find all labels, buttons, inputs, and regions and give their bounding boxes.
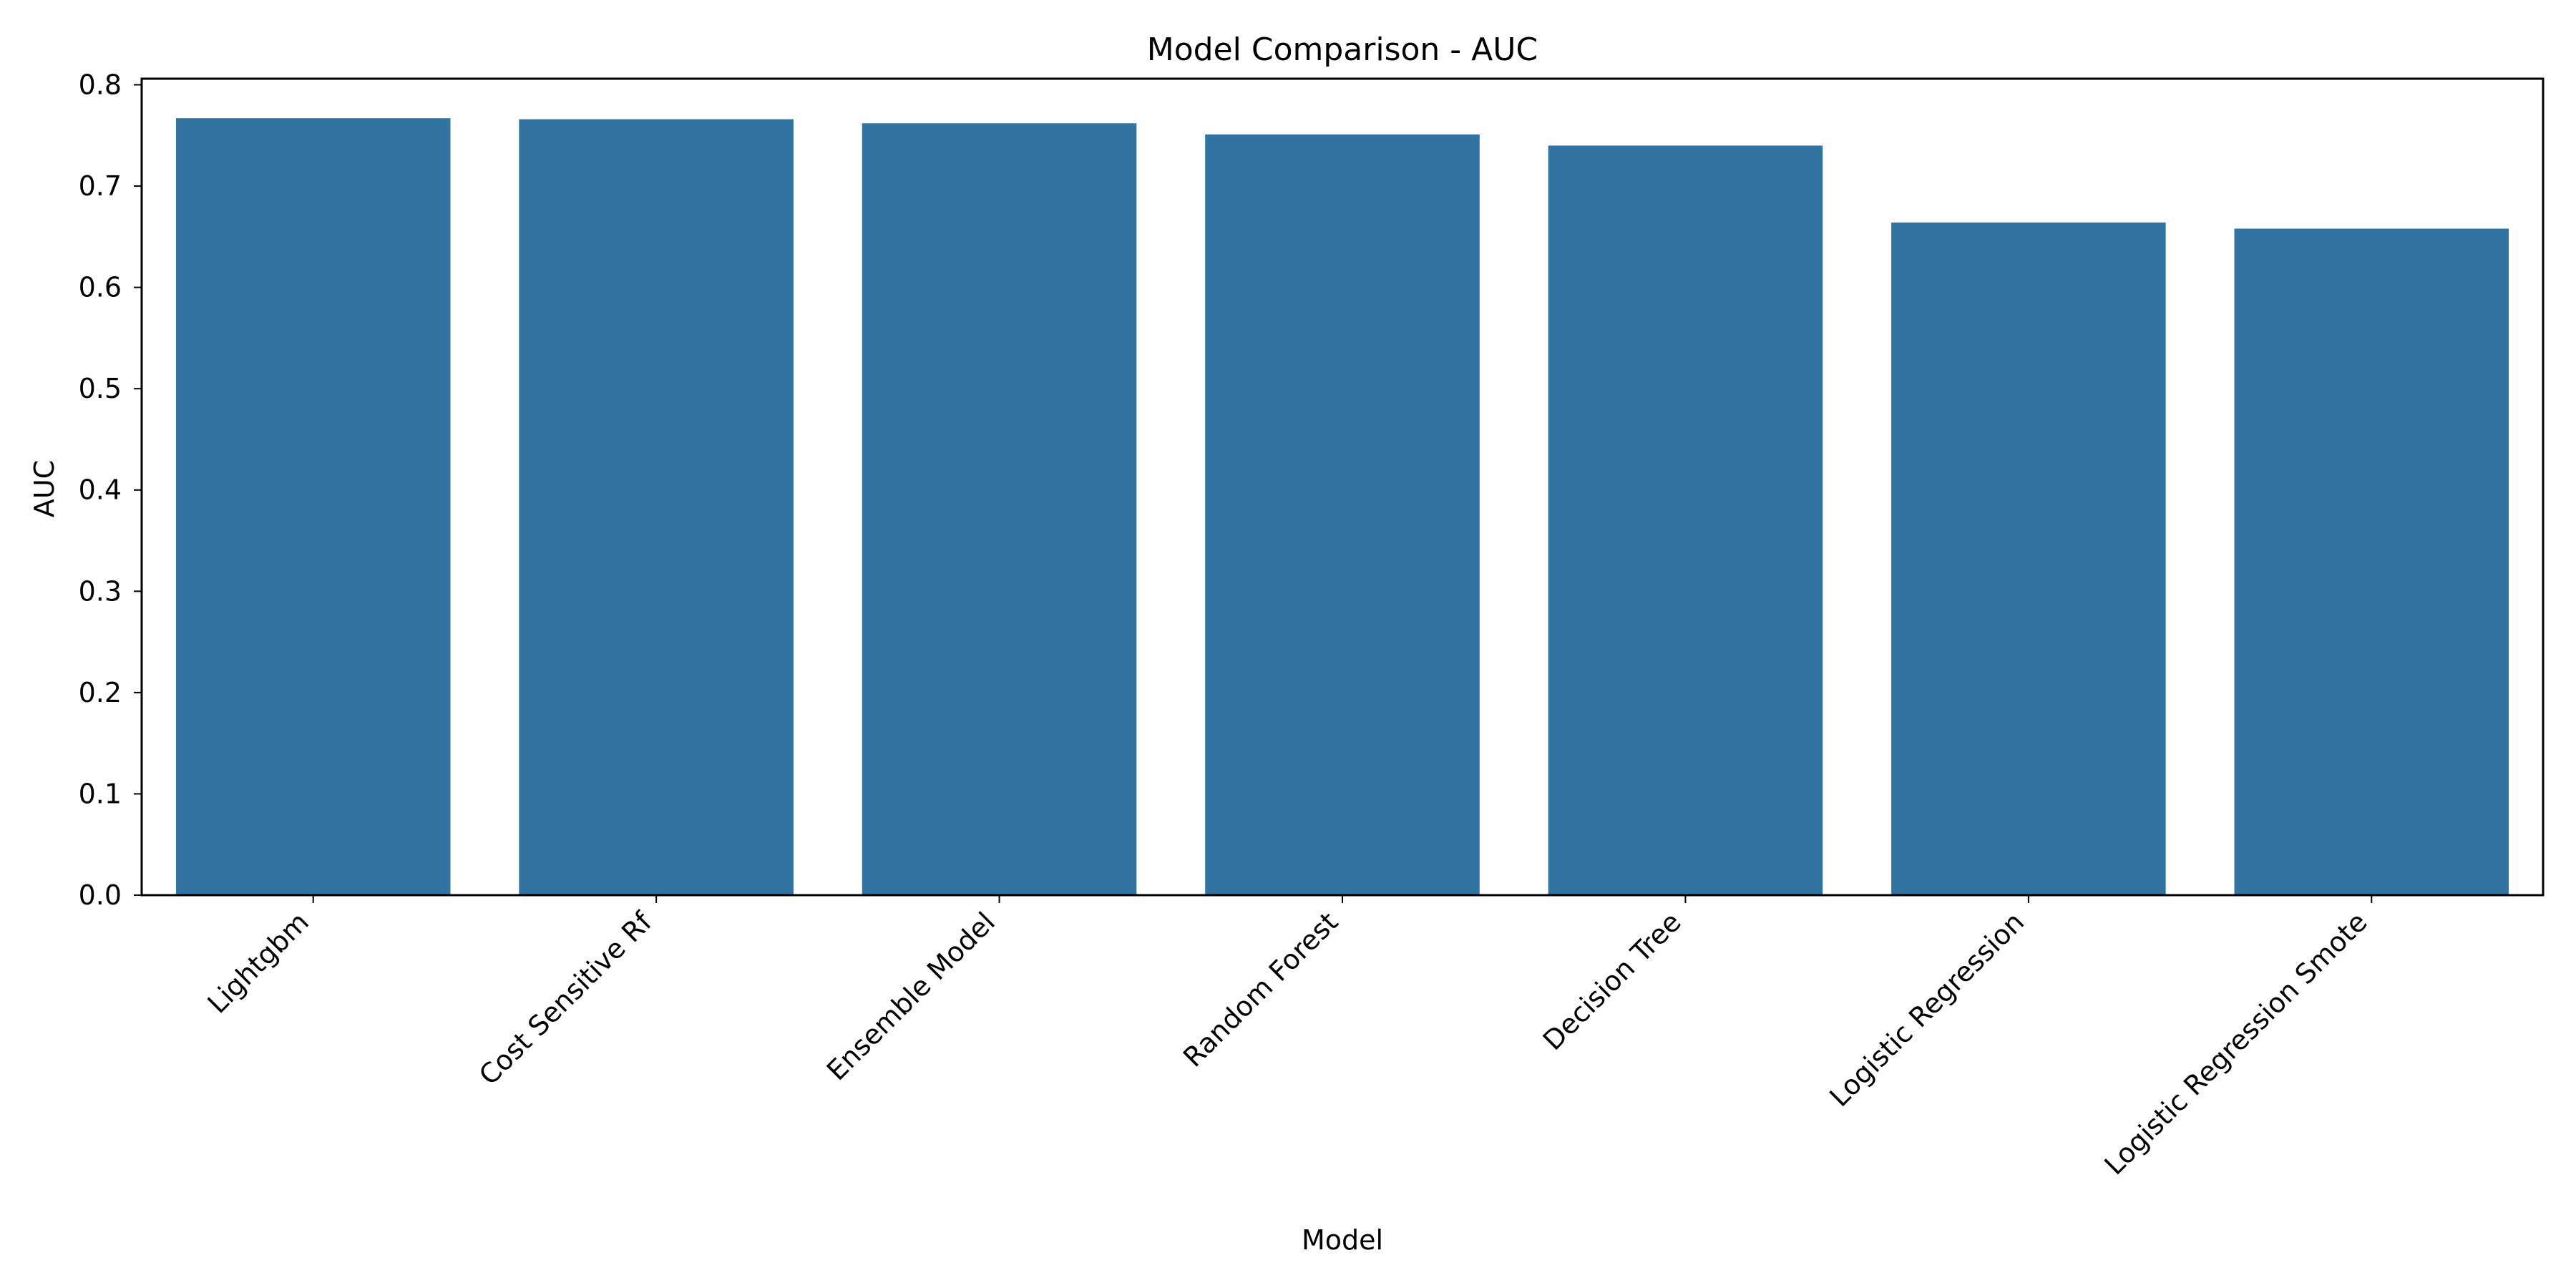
bar-random-forest [1205, 134, 1480, 895]
y-tick-label: 0.0 [79, 879, 122, 911]
plot-frame [140, 77, 2545, 897]
bar-lightgbm [175, 118, 451, 895]
y-tick-label: 0.8 [79, 69, 122, 100]
y-tick-label: 0.7 [79, 170, 122, 202]
bar-cost-sensitive-rf [519, 119, 794, 896]
y-axis-label: AUC [29, 460, 60, 517]
bars-group [175, 118, 2509, 896]
bar-ensemble-model [862, 123, 1137, 895]
x-axis-label: Model [1302, 1224, 1383, 1256]
chart-title: Model Comparison - AUC [1147, 31, 1538, 68]
y-tick-label: 0.5 [79, 373, 122, 404]
y-tick-label: 0.3 [79, 575, 122, 607]
bar-logistic-regression [1891, 223, 2166, 895]
bar-logistic-regression-smote [2234, 228, 2509, 895]
y-ticks-group: 0.0 0.1 0.2 0.3 0.4 0.5 0.6 0.7 0.8 [79, 69, 142, 911]
y-tick-label: 0.2 [79, 677, 122, 708]
bar-decision-tree [1548, 145, 1823, 895]
y-tick-label: 0.4 [79, 474, 122, 506]
y-tick-label: 0.6 [79, 272, 122, 303]
y-tick-label: 0.1 [79, 778, 122, 809]
